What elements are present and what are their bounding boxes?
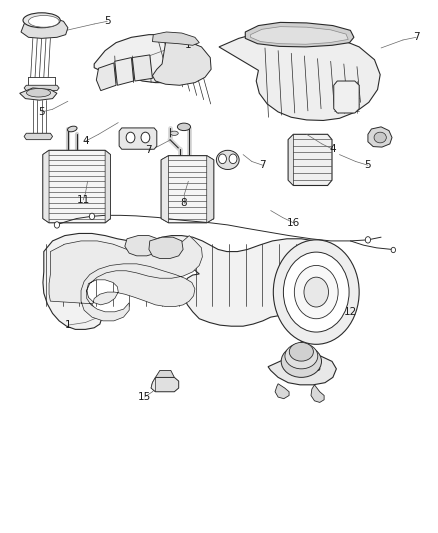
Polygon shape bbox=[151, 377, 155, 392]
Polygon shape bbox=[155, 370, 174, 377]
Polygon shape bbox=[251, 27, 348, 44]
Text: 15: 15 bbox=[138, 392, 151, 402]
Polygon shape bbox=[152, 37, 211, 85]
Ellipse shape bbox=[285, 343, 318, 369]
Text: 13: 13 bbox=[309, 363, 322, 373]
Text: 5: 5 bbox=[104, 17, 111, 26]
Ellipse shape bbox=[23, 13, 60, 28]
Polygon shape bbox=[43, 233, 347, 337]
Polygon shape bbox=[115, 58, 134, 85]
Circle shape bbox=[229, 154, 237, 164]
Polygon shape bbox=[24, 133, 53, 140]
Polygon shape bbox=[105, 150, 110, 223]
Text: 5: 5 bbox=[38, 107, 45, 117]
Circle shape bbox=[304, 277, 328, 307]
Polygon shape bbox=[20, 88, 57, 100]
Polygon shape bbox=[219, 31, 380, 120]
Polygon shape bbox=[43, 150, 49, 223]
Polygon shape bbox=[149, 237, 183, 259]
Text: 7: 7 bbox=[145, 146, 152, 155]
Polygon shape bbox=[275, 384, 289, 399]
Polygon shape bbox=[311, 385, 324, 402]
Polygon shape bbox=[21, 17, 68, 38]
Polygon shape bbox=[125, 236, 160, 256]
Text: 7: 7 bbox=[259, 160, 266, 170]
Ellipse shape bbox=[289, 342, 314, 361]
Polygon shape bbox=[288, 134, 332, 185]
Ellipse shape bbox=[216, 150, 239, 169]
Polygon shape bbox=[151, 377, 179, 392]
Text: 4: 4 bbox=[82, 136, 89, 146]
Ellipse shape bbox=[170, 131, 178, 135]
Polygon shape bbox=[245, 22, 354, 47]
Polygon shape bbox=[161, 156, 214, 223]
Text: 5: 5 bbox=[364, 160, 371, 170]
Circle shape bbox=[219, 154, 226, 164]
Circle shape bbox=[391, 247, 396, 253]
Polygon shape bbox=[288, 134, 293, 185]
Text: 11: 11 bbox=[77, 195, 90, 205]
Circle shape bbox=[283, 252, 349, 332]
Text: 12: 12 bbox=[344, 307, 357, 317]
Circle shape bbox=[294, 265, 338, 319]
Polygon shape bbox=[96, 63, 116, 91]
Polygon shape bbox=[207, 156, 214, 223]
Ellipse shape bbox=[26, 88, 50, 97]
Circle shape bbox=[54, 222, 60, 228]
Ellipse shape bbox=[281, 345, 321, 377]
Circle shape bbox=[273, 240, 359, 344]
Text: 7: 7 bbox=[413, 33, 420, 42]
Polygon shape bbox=[161, 156, 169, 223]
Circle shape bbox=[126, 132, 135, 143]
Polygon shape bbox=[268, 354, 336, 385]
Text: 16: 16 bbox=[287, 218, 300, 228]
Polygon shape bbox=[334, 81, 359, 113]
Polygon shape bbox=[368, 127, 392, 147]
Polygon shape bbox=[24, 85, 59, 91]
Circle shape bbox=[365, 237, 371, 243]
Polygon shape bbox=[43, 150, 110, 223]
Polygon shape bbox=[94, 35, 209, 83]
Text: 1: 1 bbox=[64, 320, 71, 330]
Ellipse shape bbox=[177, 123, 191, 131]
Polygon shape bbox=[132, 55, 152, 81]
Text: 4: 4 bbox=[329, 144, 336, 154]
Circle shape bbox=[89, 213, 95, 220]
Polygon shape bbox=[49, 236, 202, 321]
Ellipse shape bbox=[67, 126, 77, 132]
Circle shape bbox=[141, 132, 150, 143]
Polygon shape bbox=[152, 32, 199, 45]
Text: 8: 8 bbox=[180, 198, 187, 207]
Text: 1: 1 bbox=[185, 41, 192, 50]
Ellipse shape bbox=[28, 15, 59, 27]
Ellipse shape bbox=[374, 132, 386, 143]
Polygon shape bbox=[119, 128, 157, 149]
